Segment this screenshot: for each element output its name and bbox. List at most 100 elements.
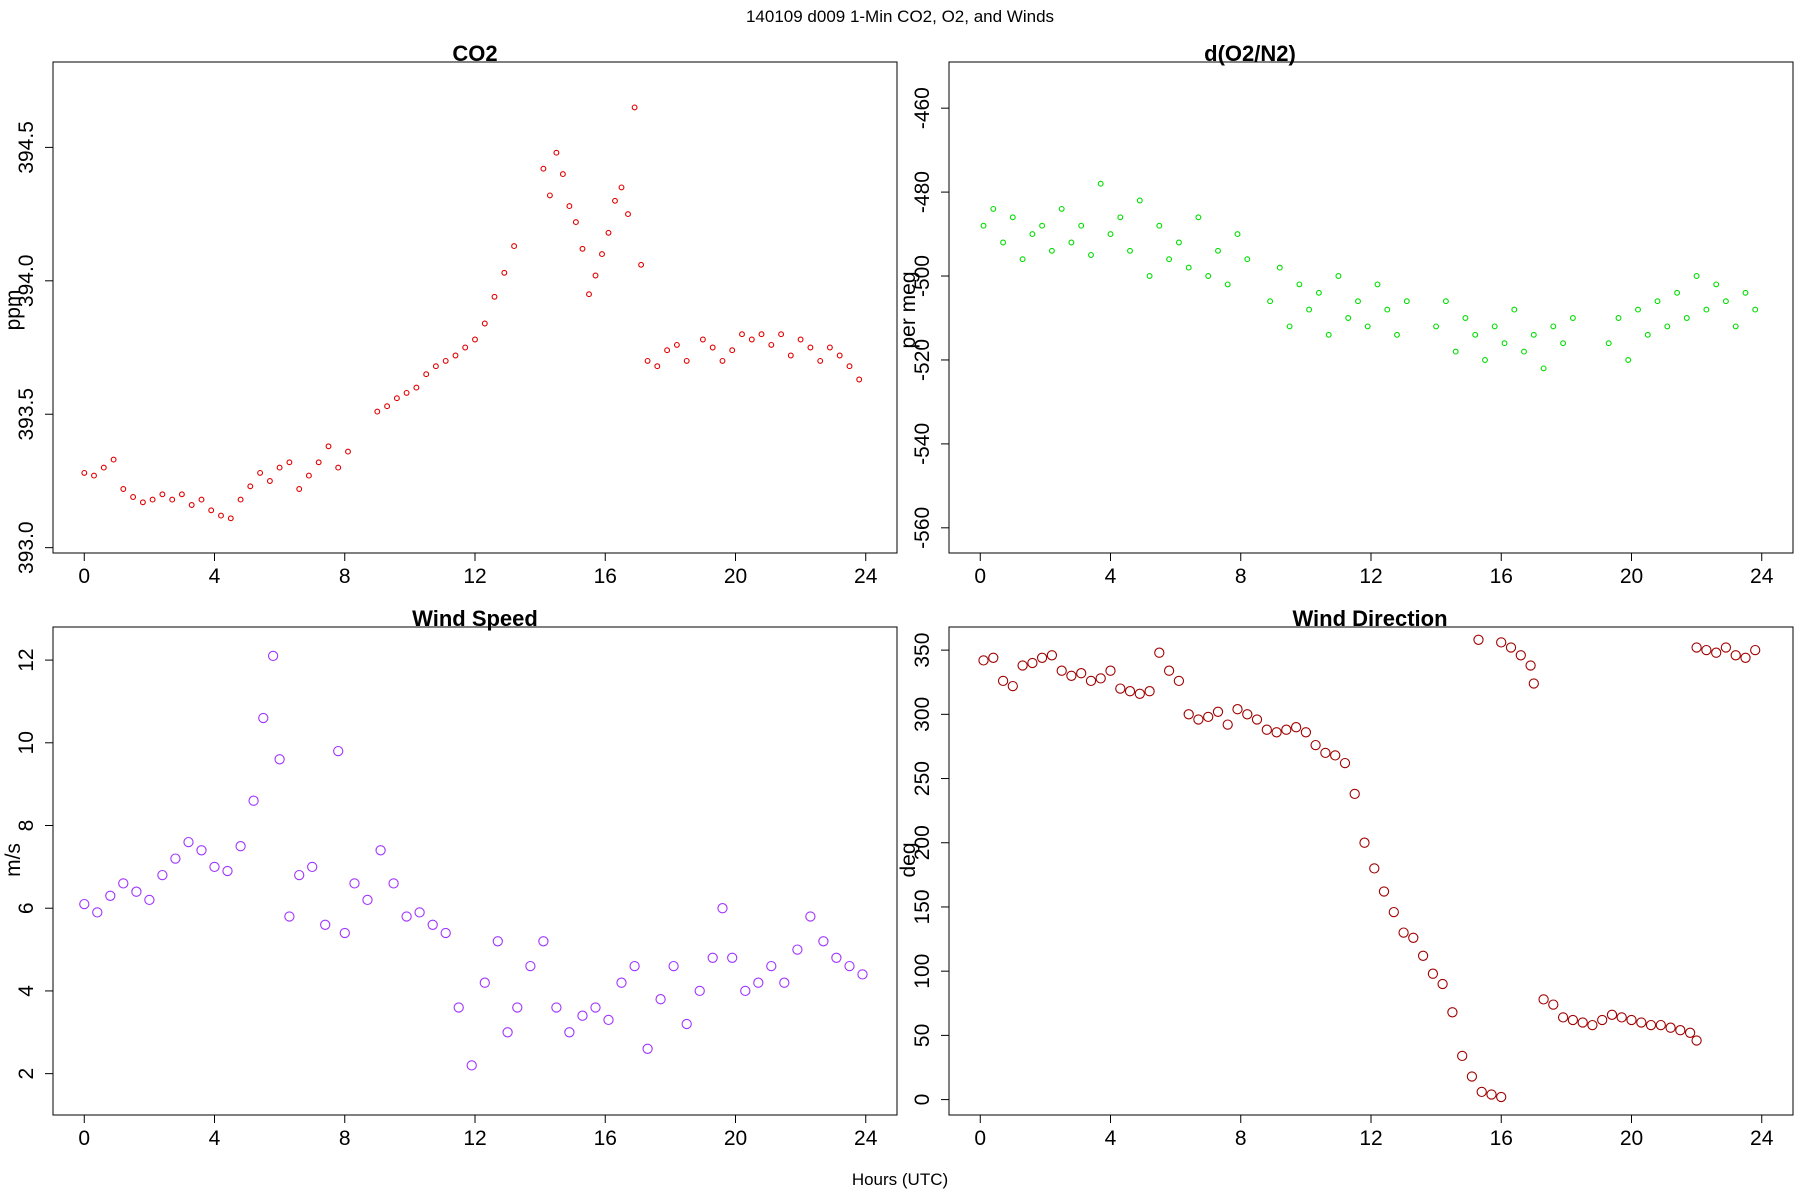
data-point-co2 — [817, 357, 824, 364]
data-point-wind-speed — [307, 861, 318, 873]
data-point-wind-speed — [681, 1018, 692, 1030]
data-point-co2 — [586, 291, 592, 298]
data-point-o2 — [1625, 357, 1632, 363]
data-point-wind-speed — [440, 927, 451, 939]
data-point-co2 — [758, 331, 765, 338]
data-point-wind-direction — [1398, 927, 1409, 938]
data-point-wind-speed — [388, 878, 399, 889]
data-point-o2 — [1019, 256, 1026, 263]
data-point-co2 — [188, 502, 195, 508]
data-point-co2 — [345, 448, 351, 455]
data-point-co2 — [432, 363, 439, 370]
axis-ticks-co2: 0 4 8 12 16 20 24 393.0 393.5 394.0 394.5 — [15, 121, 878, 588]
data-point-co2 — [644, 357, 651, 364]
data-point-wind-direction — [1711, 647, 1722, 658]
data-point-wind-speed — [564, 1027, 575, 1038]
data-point-wind-speed — [267, 650, 279, 662]
data-point-o2 — [1325, 331, 1332, 338]
data-point-co2 — [374, 408, 381, 415]
data-point-co2 — [797, 336, 804, 343]
data-point-wind-speed — [577, 1010, 588, 1021]
data-point-wind-direction — [1496, 1091, 1507, 1103]
y-tick-label-wind-direction: 50 — [911, 1024, 934, 1047]
data-point-wind-direction — [1320, 747, 1331, 759]
data-point-wind-direction — [1124, 686, 1136, 697]
data-point-co2 — [403, 389, 410, 396]
y-axis-title-wind-direction: deg — [897, 842, 920, 877]
x-tick-label-wind-speed: 0 — [78, 1127, 90, 1150]
data-point-wind-speed — [538, 936, 549, 947]
data-point-wind-direction — [1567, 1014, 1579, 1026]
data-point-o2 — [1550, 323, 1557, 330]
data-point-co2 — [198, 496, 205, 503]
data-point-wind-speed — [362, 894, 373, 906]
data-point-co2 — [826, 344, 833, 351]
data-point-wind-direction — [1505, 642, 1517, 653]
data-point-co2 — [472, 336, 478, 343]
data-point-wind-direction — [997, 675, 1009, 687]
data-point-co2 — [673, 341, 680, 348]
data-point-wind-direction — [1417, 950, 1429, 961]
y-axis-title-wind-speed: m/s — [2, 843, 25, 877]
data-point-o2 — [1234, 231, 1241, 238]
x-tick-label-wind-direction: 24 — [1750, 1127, 1774, 1150]
data-point-wind-speed — [717, 903, 728, 914]
data-point-wind-direction — [1538, 994, 1549, 1005]
data-point-co2 — [729, 347, 736, 354]
data-point-o2 — [1752, 306, 1759, 313]
data-point-wind-direction — [1388, 906, 1399, 918]
data-point-o2 — [1462, 315, 1469, 321]
data-point-co2 — [149, 496, 156, 503]
data-point-co2 — [748, 336, 755, 343]
data-point-wind-direction — [1007, 680, 1018, 692]
data-point-o2 — [1088, 252, 1094, 258]
y-tick-label-co2: 393.0 — [15, 521, 38, 574]
scatter-points-wind-direction — [978, 634, 1761, 1103]
data-point-o2 — [1703, 306, 1710, 313]
panel-wind-direction: Wind Direction deg 0 4 8 12 16 20 240501001502… — [897, 606, 1794, 1150]
data-point-wind-speed — [183, 836, 194, 848]
data-point-wind-direction — [1359, 837, 1370, 848]
data-point-wind-speed — [284, 911, 295, 922]
data-point-co2 — [384, 403, 391, 410]
data-point-wind-direction — [1525, 660, 1536, 671]
data-point-co2 — [846, 363, 853, 370]
data-point-o2 — [1166, 256, 1173, 263]
data-point-wind-direction — [1261, 724, 1272, 735]
data-point-o2 — [1315, 289, 1322, 296]
data-point-wind-speed — [629, 960, 640, 972]
data-point-wind-direction — [1515, 650, 1526, 661]
data-point-co2 — [169, 496, 176, 503]
x-tick-label-co2: 12 — [463, 565, 486, 588]
data-point-co2 — [159, 491, 166, 498]
data-point-wind-direction — [1378, 886, 1390, 897]
data-point-wind-direction — [1486, 1089, 1497, 1100]
scatter-points-o2 — [980, 180, 1759, 372]
data-point-wind-speed — [118, 878, 129, 889]
data-point-co2 — [638, 261, 645, 268]
data-point-o2 — [980, 222, 987, 229]
data-point-co2 — [491, 293, 498, 300]
data-point-wind-speed — [805, 911, 816, 922]
data-point-co2 — [247, 483, 254, 490]
data-point-wind-direction — [1437, 978, 1448, 990]
data-point-wind-direction — [1300, 727, 1312, 738]
data-point-wind-direction — [1577, 1017, 1588, 1028]
data-point-wind-direction — [1597, 1014, 1608, 1026]
data-point-o2 — [1355, 298, 1361, 305]
data-point-o2 — [1433, 323, 1440, 330]
data-point-wind-direction — [1310, 739, 1321, 751]
y-axis-title-co2: ppm — [2, 290, 25, 331]
data-point-co2 — [237, 496, 244, 503]
data-point-wind-speed — [551, 1002, 562, 1013]
data-point-co2 — [719, 357, 726, 364]
data-point-o2 — [1039, 222, 1046, 229]
data-point-wind-direction — [1675, 1025, 1686, 1036]
data-point-o2 — [1205, 273, 1212, 279]
data-point-co2 — [592, 272, 599, 279]
y-tick-label-wind-direction: 0 — [911, 1094, 934, 1106]
data-point-co2 — [257, 469, 264, 476]
data-point-wind-direction — [1271, 727, 1282, 738]
data-point-o2 — [1403, 298, 1410, 305]
